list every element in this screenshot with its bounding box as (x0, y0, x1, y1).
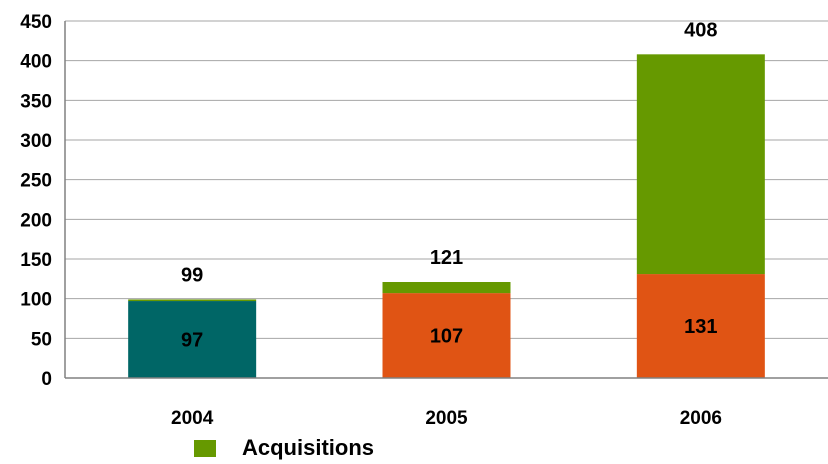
y-tick-label: 50 (31, 329, 52, 350)
data-label-total: 408 (684, 19, 717, 41)
y-tick-label: 150 (20, 250, 52, 271)
x-tick-label: 2005 (425, 408, 468, 429)
data-label-base: 97 (181, 330, 203, 352)
legend-label-acquisitions: Acquisitions (242, 435, 375, 460)
y-tick-label: 0 (41, 369, 52, 390)
data-label-base: 107 (430, 326, 463, 348)
x-tick-label: 2004 (171, 408, 214, 429)
bar-acquisitions-2004 (128, 299, 257, 302)
y-tick-label: 450 (20, 12, 52, 33)
y-tick-label: 300 (20, 131, 52, 152)
bars (128, 54, 765, 378)
bar-acquisitions-2006 (636, 54, 765, 275)
legend: Acquisitions (194, 434, 374, 462)
gridlines (65, 20, 828, 339)
y-tick-label: 100 (20, 290, 52, 311)
y-tick-label: 400 (20, 52, 52, 73)
bar-base-2004 (128, 301, 257, 378)
data-label-total: 99 (181, 264, 203, 286)
y-axis: 0 50 100 150 200 250 300 350 400 450 (20, 12, 66, 390)
data-labels: 97 99 107 121 131 408 (181, 19, 717, 351)
y-tick-label: 350 (20, 91, 52, 112)
y-tick-label: 200 (20, 210, 52, 231)
y-tick-label: 250 (20, 171, 52, 192)
x-axis: 2004 2005 2006 (65, 377, 828, 429)
x-tick-label: 2006 (680, 408, 722, 429)
bar-chart: 0 50 100 150 200 250 300 350 400 450 2004 2005 2006… (20, 12, 828, 429)
legend-swatch-acquisitions (194, 439, 216, 457)
bar-base-2006 (636, 274, 765, 378)
bar-base-2005 (382, 293, 511, 378)
data-label-base: 131 (684, 316, 717, 338)
bar-acquisitions-2005 (382, 282, 511, 294)
data-label-total: 121 (430, 247, 463, 269)
